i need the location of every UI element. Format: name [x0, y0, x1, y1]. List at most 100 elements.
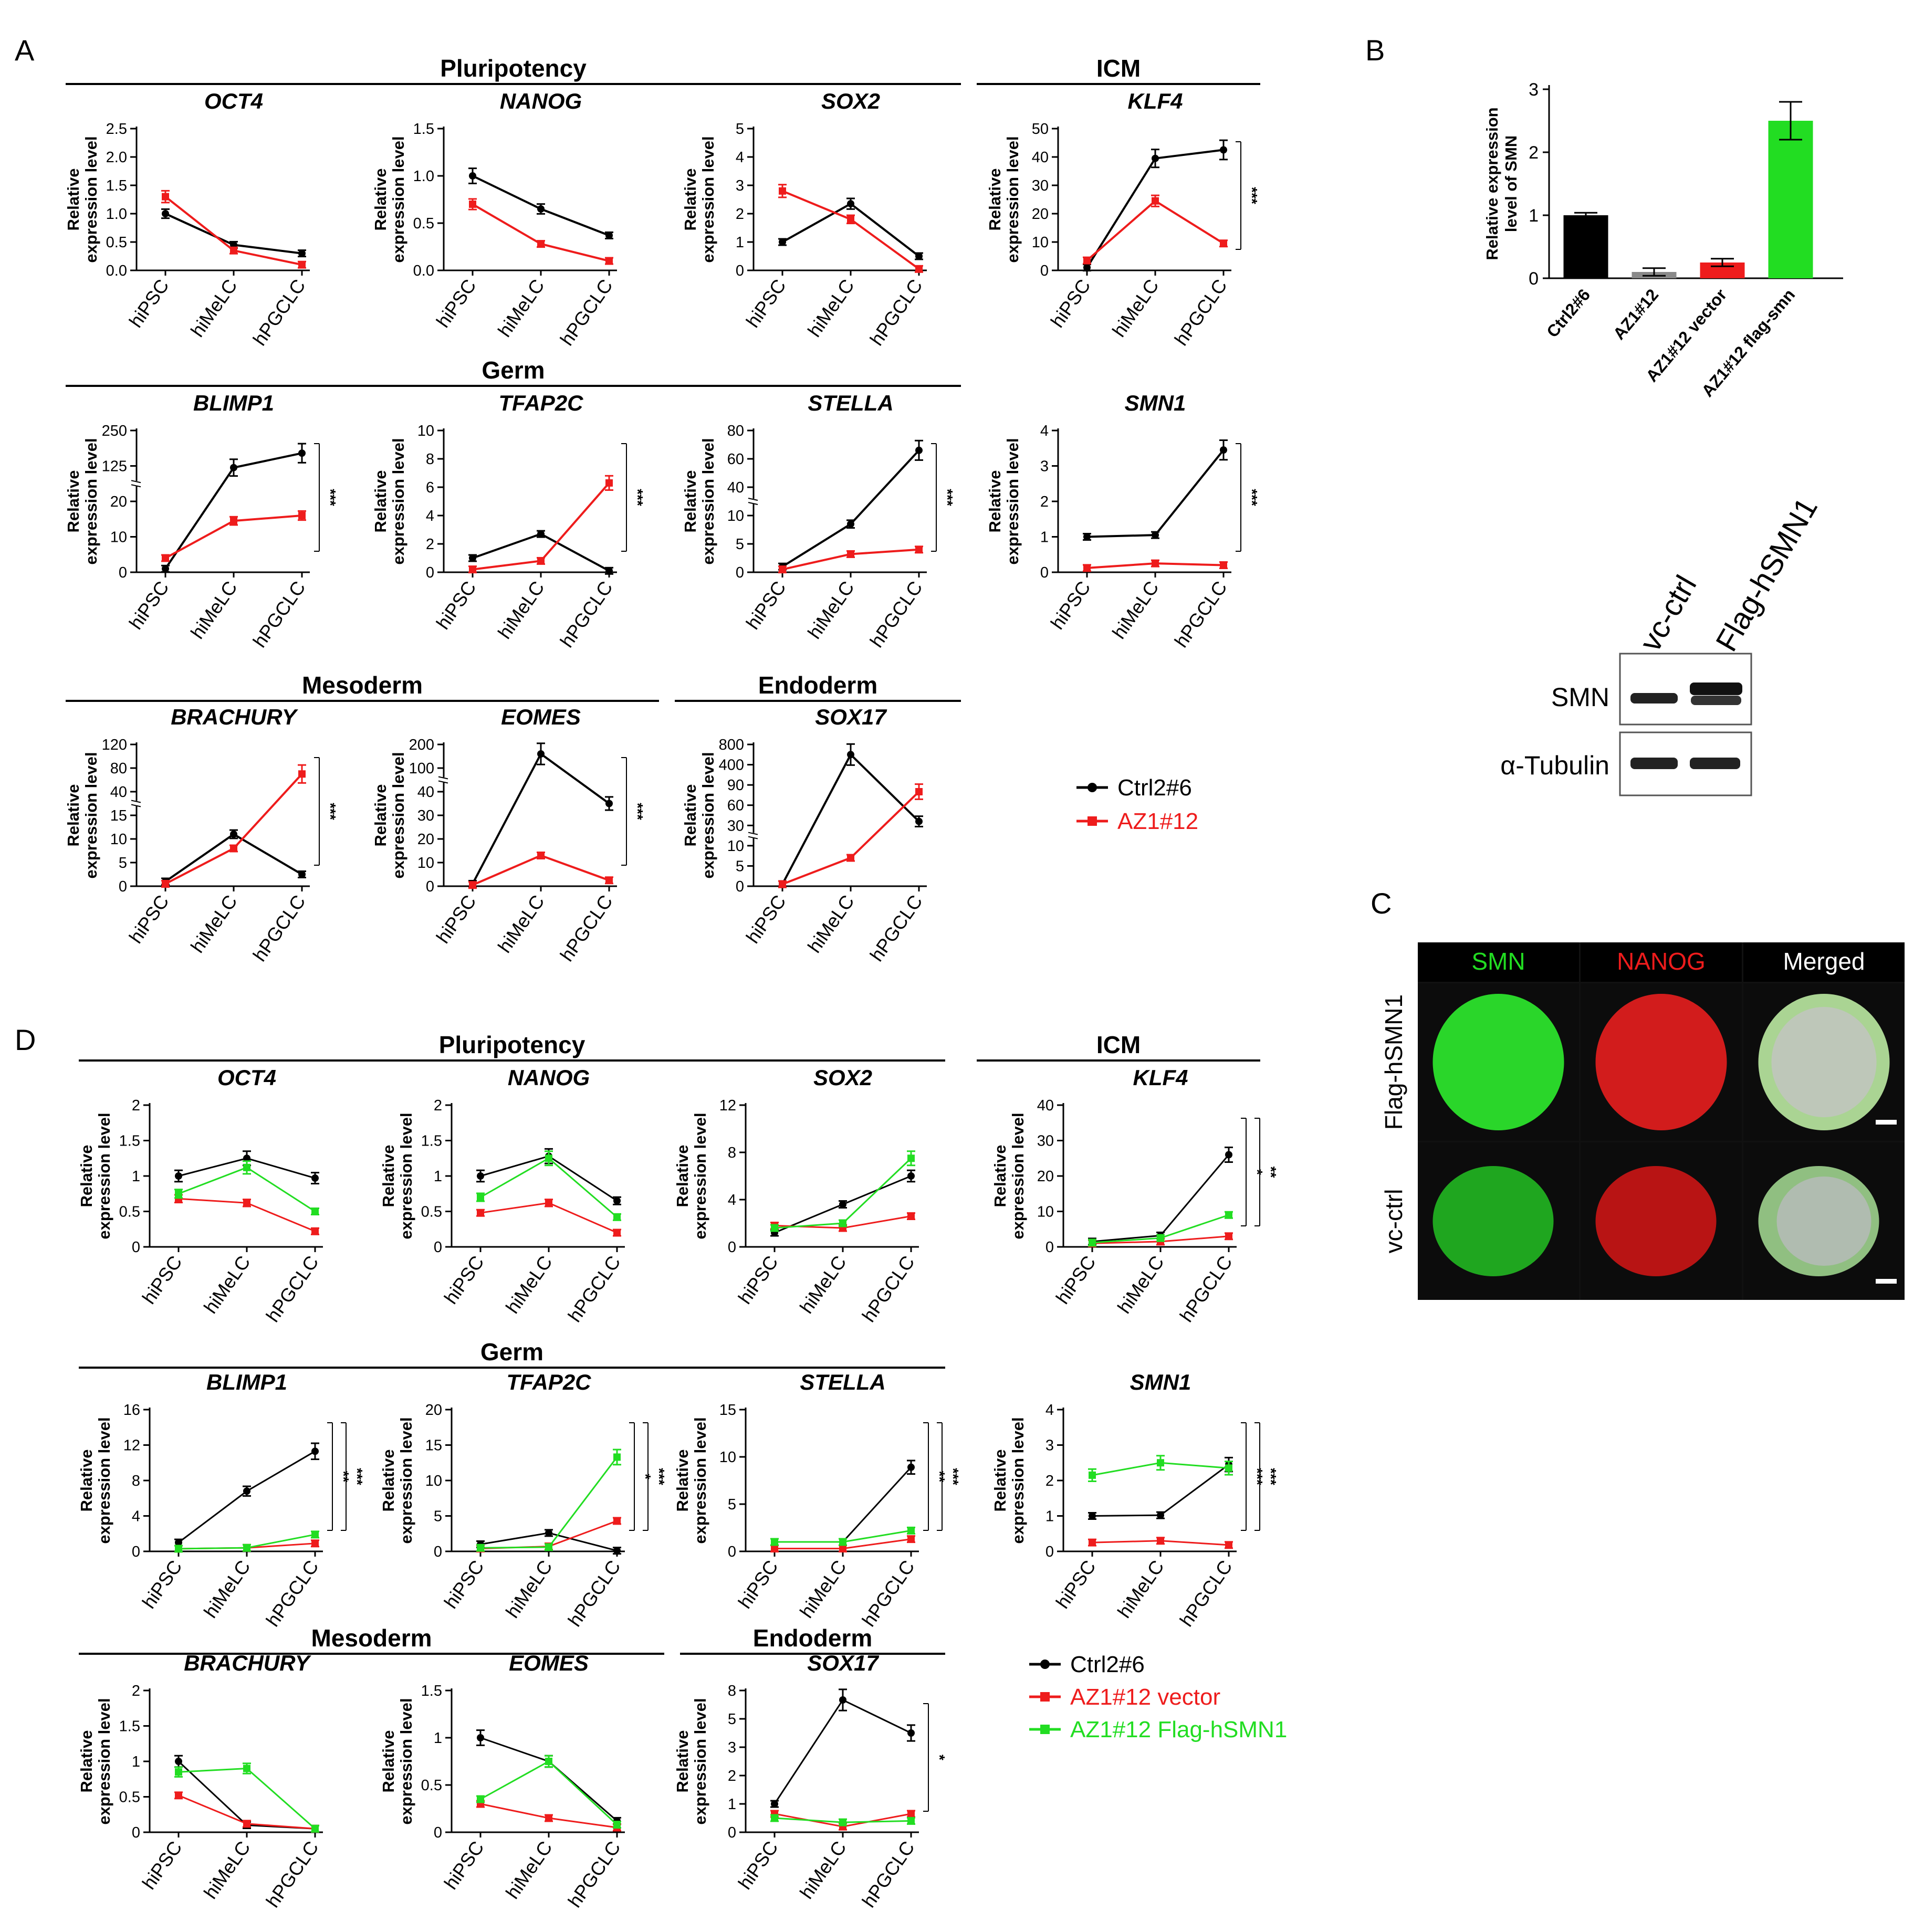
y-tick-label: 1.5: [106, 177, 127, 194]
y-tick-label: 1: [1040, 529, 1049, 546]
a-tfap2c-series-2-line: [472, 482, 610, 571]
y-tick-label: 50: [1032, 121, 1049, 138]
x-tick-label-hpgclc: hPGCLC: [248, 891, 309, 965]
significance-label: ***: [349, 1468, 365, 1485]
data-point: [545, 1814, 552, 1822]
x-tick-label-hipsc: hiPSC: [138, 1837, 186, 1893]
y-tick-label: 15: [719, 1402, 736, 1419]
a-smn1-series-1-line: [1086, 449, 1225, 538]
x-tick-label-hpgclc: hPGCLC: [262, 1837, 322, 1912]
y-tick-label: 90: [727, 777, 744, 794]
data-point: [613, 1517, 621, 1525]
d-oct4-ylabel: Relativeexpression level: [77, 1112, 113, 1239]
data-point: [1157, 1537, 1164, 1545]
significance-label: **: [336, 1471, 352, 1483]
bar-y-tick-label: 3: [1529, 80, 1539, 100]
data-point: [779, 880, 786, 888]
x-tick-label-himelc: hiMeLC: [803, 275, 859, 341]
a-tfap2c-title: TFAP2C: [498, 391, 583, 415]
blot-lane-label-vc-ctrl: vc-ctrl: [1633, 570, 1703, 657]
bar-y-tick-label: 2: [1529, 143, 1539, 163]
x-tick-label-himelc: hiMeLC: [1113, 1556, 1168, 1622]
data-point: [915, 265, 923, 273]
y-tick-label: 80: [110, 760, 127, 777]
if-colony: [1432, 994, 1564, 1130]
data-point: [613, 1453, 621, 1461]
data-point: [243, 1163, 250, 1171]
data-point: [545, 1199, 552, 1207]
data-point: [907, 1817, 915, 1825]
a-sox17-series-1-line: [781, 752, 920, 885]
y-tick-label: 40: [1037, 1097, 1054, 1114]
y-tick-label: 0.5: [106, 234, 127, 251]
y-tick-label: 0: [736, 878, 744, 895]
band-tubulin-flag: [1690, 758, 1740, 769]
y-tick-label: 15: [110, 807, 127, 824]
significance-label: ***: [1249, 1468, 1266, 1485]
if-merged-overlay: [1771, 1007, 1877, 1117]
y-tick-label: 0: [119, 878, 127, 895]
data-point: [1152, 531, 1159, 539]
data-point: [298, 512, 306, 519]
y-tick-label: 4: [426, 508, 434, 524]
y-tick-label: 10: [1037, 1204, 1054, 1221]
x-tick-label-himelc: hiMeLC: [796, 1556, 851, 1622]
x-tick-label-himelc: hiMeLC: [494, 275, 549, 341]
x-tick-label-hpgclc: hPGCLC: [556, 891, 616, 965]
significance-label: **: [1263, 1167, 1279, 1178]
x-tick-label-hipsc: hiPSC: [1046, 275, 1094, 331]
d-brachury-title: BRACHURY: [184, 1651, 312, 1675]
y-tick-label: 0: [728, 1239, 736, 1256]
a-tfap2c-series-1-line: [472, 532, 610, 572]
significance-label: ***: [939, 489, 956, 506]
data-point: [1220, 446, 1227, 454]
if-merged-overlay: [1776, 1177, 1871, 1266]
data-point: [477, 1544, 484, 1552]
d-stella-series-1-line: [775, 1466, 912, 1543]
legend-d-label: Ctrl2#6: [1070, 1652, 1145, 1677]
x-tick-label-hpgclc: hPGCLC: [262, 1556, 322, 1631]
if-header-cell: [1418, 942, 1579, 982]
if-colony: [1432, 1166, 1554, 1276]
if-colony: [1758, 1166, 1879, 1276]
legend-d-marker: [1040, 1660, 1050, 1669]
y-tick-label: 0: [426, 878, 434, 895]
significance-label: ***: [1244, 187, 1260, 204]
bar-y-tick-label: 1: [1529, 206, 1539, 226]
y-tick-label: 30: [417, 807, 434, 824]
x-tick-label-himelc: hiMeLC: [803, 891, 859, 957]
y-tick-label: 0: [119, 564, 127, 581]
data-point: [162, 554, 169, 562]
x-tick-label-hpgclc: hPGCLC: [262, 1252, 322, 1326]
y-tick-label: 1: [434, 1730, 442, 1747]
data-point: [545, 1154, 552, 1162]
y-tick-label: 0.5: [119, 1204, 140, 1221]
y-tick-label: 5: [434, 1508, 442, 1525]
ylabel-line2: expression level: [699, 438, 717, 564]
y-tick-label: 1.0: [106, 206, 127, 223]
axis-break-gap: [132, 481, 141, 487]
d-eomes-ylabel: Relativeexpression level: [379, 1698, 415, 1824]
ylabel-line2: expression level: [397, 1112, 415, 1239]
axis-break-gap: [440, 777, 448, 783]
x-tick-label-himelc: hiMeLC: [1108, 577, 1163, 643]
a-oct4-title: OCT4: [204, 89, 263, 113]
x-tick-label-himelc: hiMeLC: [1113, 1252, 1168, 1317]
ylabel-line2: expression level: [691, 1417, 709, 1544]
x-tick-label-hpgclc: hPGCLC: [858, 1837, 918, 1912]
axis-break-gap: [749, 499, 758, 504]
y-tick-label: 2: [1045, 1473, 1054, 1489]
data-point: [847, 550, 854, 558]
data-point: [1089, 1512, 1096, 1520]
y-tick-label: 10: [425, 1473, 442, 1489]
data-point: [175, 1768, 182, 1776]
data-point: [537, 852, 545, 859]
x-tick-label-himelc: hiMeLC: [501, 1252, 557, 1317]
data-point: [847, 854, 854, 862]
data-point: [545, 1543, 552, 1551]
data-point: [469, 554, 476, 562]
bar-1: [1563, 215, 1608, 278]
y-tick-label: 5: [736, 858, 744, 875]
d-stella-ylabel: Relativeexpression level: [673, 1417, 709, 1544]
ylabel-line1: Relative: [379, 1450, 398, 1512]
